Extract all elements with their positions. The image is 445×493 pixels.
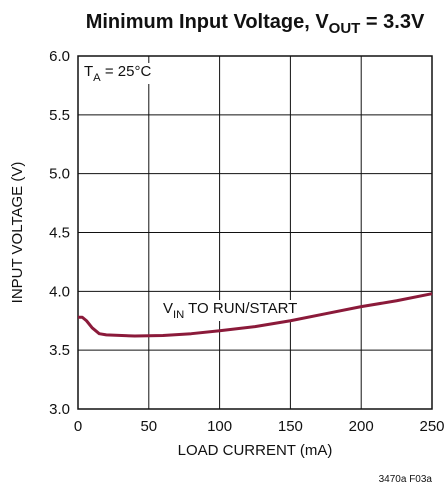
annotation-part: = 25°C [101,63,152,80]
chart-title-part: OUT [329,20,361,37]
data-line [78,292,433,338]
y-tick-label: 6.0 [49,48,70,65]
y-tick-label: 4.5 [49,225,70,242]
annotation-part: A [93,72,101,84]
annotation: VIN TO RUN/START [163,300,297,321]
annotation-part: TO RUN/START [184,300,297,317]
chart-title-part: Minimum Input Voltage, V [86,11,330,33]
annotation-part: V [163,300,173,317]
footnote: 3470a F03a [379,474,433,485]
chart-title: Minimum Input Voltage, VOUT = 3.3V [86,11,425,37]
y-tick-label: 3.0 [49,401,70,418]
y-axis-label: INPUT VOLTAGE (V) [9,162,26,304]
y-tick-label: 3.5 [49,342,70,359]
y-tick-label: 4.0 [49,283,70,300]
x-tick-label: 150 [278,418,303,435]
x-tick-label: 250 [419,418,444,435]
annotation-part: T [84,63,93,80]
x-tick-label: 200 [349,418,374,435]
y-tick-label: 5.0 [49,166,70,183]
x-tick-label: 50 [140,418,157,435]
chart-title-part: = 3.3V [360,11,425,33]
annotation-bg [82,63,154,84]
x-axis-label: LOAD CURRENT (mA) [178,442,333,459]
annotation: TA = 25°C [84,63,151,84]
annotation-bg [161,300,300,321]
y-tick-label: 5.5 [49,107,70,124]
x-tick-label: 0 [74,418,82,435]
annotation-part: IN [173,309,184,321]
x-tick-label: 100 [207,418,232,435]
